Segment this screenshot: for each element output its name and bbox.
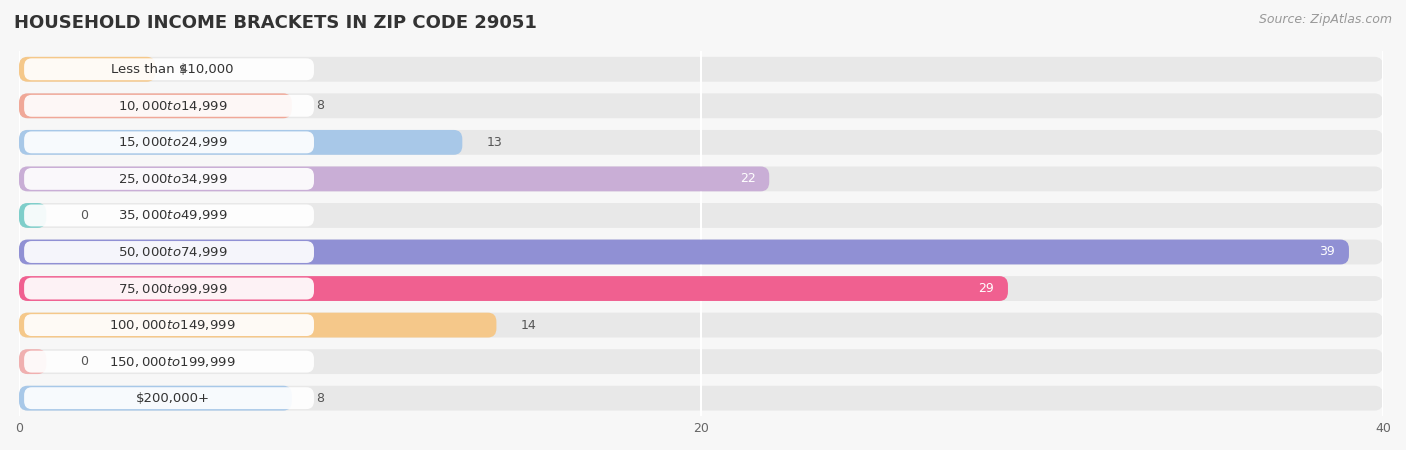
- FancyBboxPatch shape: [24, 204, 314, 226]
- Text: 39: 39: [1320, 246, 1336, 258]
- Text: $100,000 to $149,999: $100,000 to $149,999: [110, 318, 236, 332]
- FancyBboxPatch shape: [24, 58, 314, 80]
- FancyBboxPatch shape: [24, 95, 314, 117]
- FancyBboxPatch shape: [20, 239, 1384, 265]
- FancyBboxPatch shape: [20, 57, 1384, 82]
- Text: $150,000 to $199,999: $150,000 to $199,999: [110, 355, 236, 369]
- Text: 8: 8: [316, 99, 323, 112]
- FancyBboxPatch shape: [24, 241, 314, 263]
- FancyBboxPatch shape: [20, 386, 292, 410]
- Text: 4: 4: [180, 63, 187, 76]
- Text: 8: 8: [316, 392, 323, 405]
- FancyBboxPatch shape: [20, 313, 496, 338]
- Text: 13: 13: [486, 136, 502, 149]
- Text: $50,000 to $74,999: $50,000 to $74,999: [118, 245, 228, 259]
- FancyBboxPatch shape: [24, 131, 314, 153]
- FancyBboxPatch shape: [20, 94, 292, 118]
- Text: Less than $10,000: Less than $10,000: [111, 63, 233, 76]
- FancyBboxPatch shape: [20, 130, 463, 155]
- FancyBboxPatch shape: [20, 203, 1384, 228]
- Text: $35,000 to $49,999: $35,000 to $49,999: [118, 208, 228, 222]
- FancyBboxPatch shape: [20, 57, 156, 82]
- FancyBboxPatch shape: [24, 351, 314, 373]
- Text: $200,000+: $200,000+: [135, 392, 209, 405]
- FancyBboxPatch shape: [24, 278, 314, 299]
- FancyBboxPatch shape: [24, 314, 314, 336]
- Text: 0: 0: [80, 209, 89, 222]
- Text: 14: 14: [520, 319, 536, 332]
- FancyBboxPatch shape: [20, 386, 1384, 410]
- Text: 29: 29: [979, 282, 994, 295]
- FancyBboxPatch shape: [20, 130, 1384, 155]
- Text: $25,000 to $34,999: $25,000 to $34,999: [118, 172, 228, 186]
- Text: Source: ZipAtlas.com: Source: ZipAtlas.com: [1258, 14, 1392, 27]
- FancyBboxPatch shape: [20, 166, 1384, 191]
- Text: 22: 22: [740, 172, 755, 185]
- Text: HOUSEHOLD INCOME BRACKETS IN ZIP CODE 29051: HOUSEHOLD INCOME BRACKETS IN ZIP CODE 29…: [14, 14, 537, 32]
- FancyBboxPatch shape: [20, 313, 1384, 338]
- Text: $10,000 to $14,999: $10,000 to $14,999: [118, 99, 228, 113]
- Text: $15,000 to $24,999: $15,000 to $24,999: [118, 135, 228, 149]
- FancyBboxPatch shape: [20, 276, 1384, 301]
- FancyBboxPatch shape: [20, 203, 46, 228]
- Text: 0: 0: [80, 355, 89, 368]
- FancyBboxPatch shape: [20, 94, 1384, 118]
- FancyBboxPatch shape: [20, 166, 769, 191]
- Text: $75,000 to $99,999: $75,000 to $99,999: [118, 282, 228, 296]
- FancyBboxPatch shape: [20, 349, 46, 374]
- FancyBboxPatch shape: [20, 349, 1384, 374]
- FancyBboxPatch shape: [20, 276, 1008, 301]
- FancyBboxPatch shape: [20, 239, 1348, 265]
- FancyBboxPatch shape: [24, 387, 314, 409]
- FancyBboxPatch shape: [24, 168, 314, 190]
